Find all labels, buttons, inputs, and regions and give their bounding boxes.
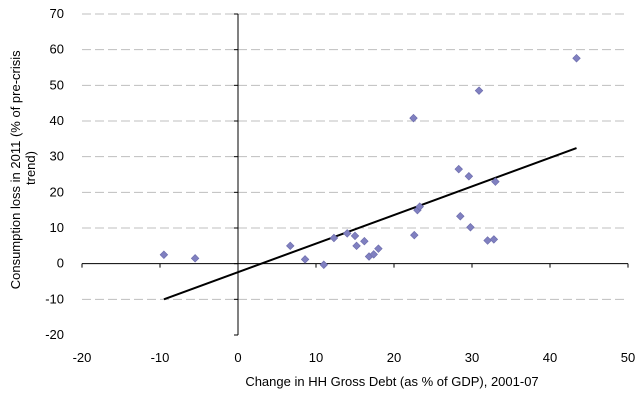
data-point [572,54,581,63]
y-tick-label: 60 [50,42,64,57]
data-point [286,241,295,251]
data-point [456,212,465,221]
data-point [319,260,329,269]
x-tick-label: 40 [543,350,557,365]
data-point [350,231,360,241]
x-tick-label: 20 [387,350,401,365]
data-point [466,223,475,232]
x-axis-label: Change in HH Gross Debt (as % of GDP), 2… [245,374,538,389]
data-point [415,202,424,211]
data-point [409,113,418,123]
y-axis-label-line-1: Consumption loss in 2011 (% of pre-crisi… [8,50,23,289]
data-point [342,229,352,238]
data-point [159,250,169,259]
y-tick-label: 70 [50,6,64,21]
trendline [163,147,577,301]
y-tick-label: 40 [50,113,64,128]
data-point [483,236,492,245]
y-axis-label-line-2: trend) [23,151,38,185]
data-point [491,177,500,186]
y-axis-label: Consumption loss in 2011 (% of pre-crisi… [8,47,38,290]
data-point [474,86,484,95]
data-point [410,230,419,240]
y-tick-label: 50 [50,77,64,92]
y-tick-label: -10 [45,291,64,306]
x-tick-label: -20 [73,350,92,365]
y-tick-label: 0 [57,256,64,271]
data-point [352,241,361,251]
x-tick-label: 30 [465,350,479,365]
y-tick-label: 10 [50,220,64,235]
data-point [464,172,474,181]
x-tick-label: -10 [151,350,170,365]
data-points [159,54,581,269]
trendline-group [163,147,577,301]
x-tick-label: 10 [309,350,323,365]
data-point [360,236,369,246]
data-point [300,255,310,264]
data-point [369,250,378,259]
y-tick-label: 20 [50,184,64,199]
data-point [489,235,499,244]
data-point [454,164,463,174]
data-point [374,244,383,253]
data-point [329,233,339,243]
x-tick-label: 0 [234,350,241,365]
gridlines [82,13,628,300]
x-tick-label: 50 [621,350,635,365]
y-tick-label: 30 [50,149,64,164]
axes [81,13,629,336]
y-tick-label: -20 [45,327,64,342]
tick-labels: -20 -10 0 10 20 30 40 50 60 70 -20 -10 0 10 20 30 40 50 [45,6,635,365]
data-point [190,254,200,263]
